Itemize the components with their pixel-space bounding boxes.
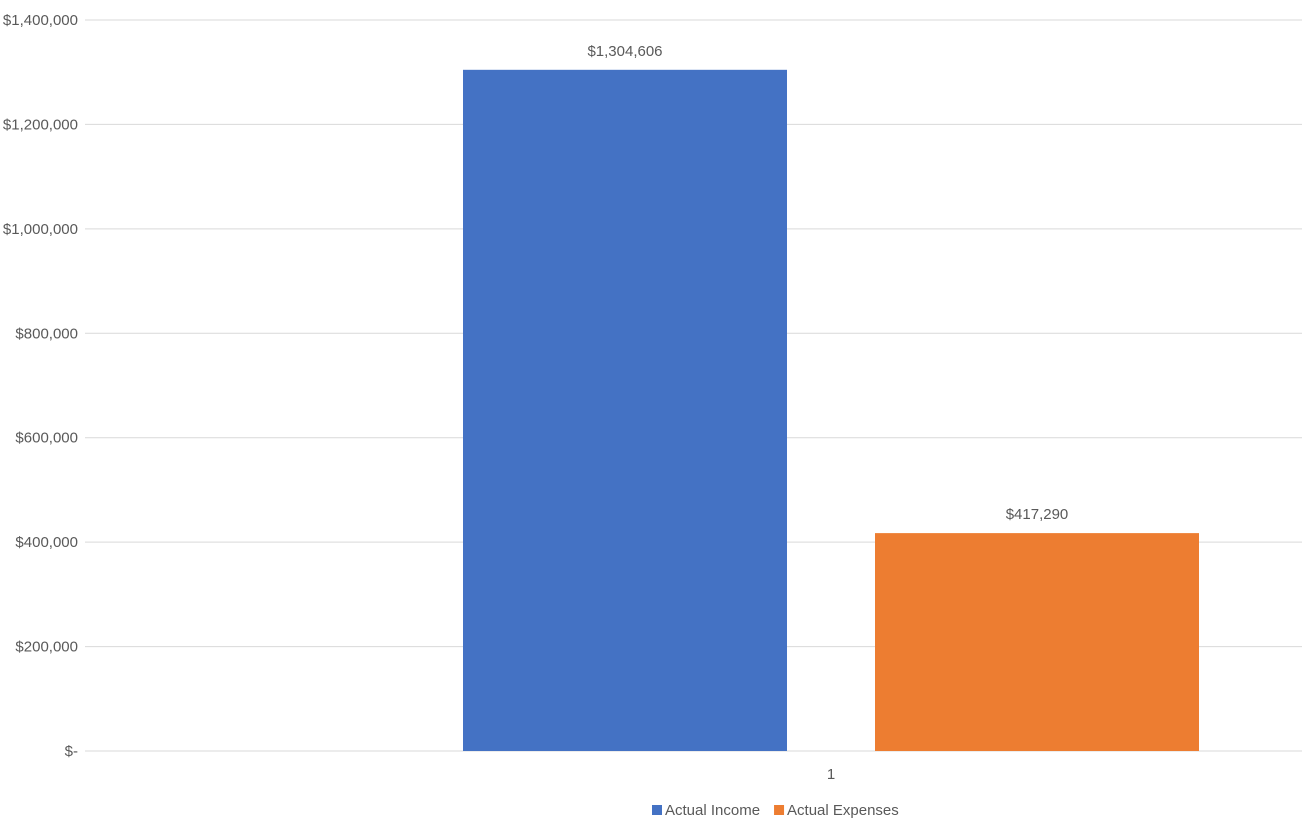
data-label: $417,290: [1006, 506, 1069, 523]
legend-swatch: [652, 805, 662, 815]
y-tick-label: $1,200,000: [3, 116, 78, 133]
y-tick-label: $800,000: [15, 325, 78, 342]
x-axis-tick-label: 1: [827, 766, 835, 783]
y-tick-label: $400,000: [15, 534, 78, 551]
y-tick-label: $600,000: [15, 430, 78, 447]
bar-actual-expenses: [875, 533, 1199, 751]
y-tick-label: $200,000: [15, 639, 78, 656]
data-labels: $1,304,606 $417,290: [587, 43, 1068, 523]
bars: [463, 69, 1199, 751]
legend-label: Actual Income: [665, 802, 760, 819]
legend-swatch: [774, 805, 785, 815]
y-axis-tick-labels: $- $200,000 $400,000 $600,000 $800,000 $1,000…: [3, 12, 78, 760]
y-tick-label: $-: [65, 743, 78, 760]
legend: Actual Income Actual Expenses: [652, 802, 899, 819]
bar-actual-income: [463, 69, 787, 751]
data-label: $1,304,606: [587, 43, 662, 60]
y-tick-label: $1,400,000: [3, 12, 78, 29]
y-tick-label: $1,000,000: [3, 221, 78, 238]
legend-label: Actual Expenses: [787, 802, 899, 819]
